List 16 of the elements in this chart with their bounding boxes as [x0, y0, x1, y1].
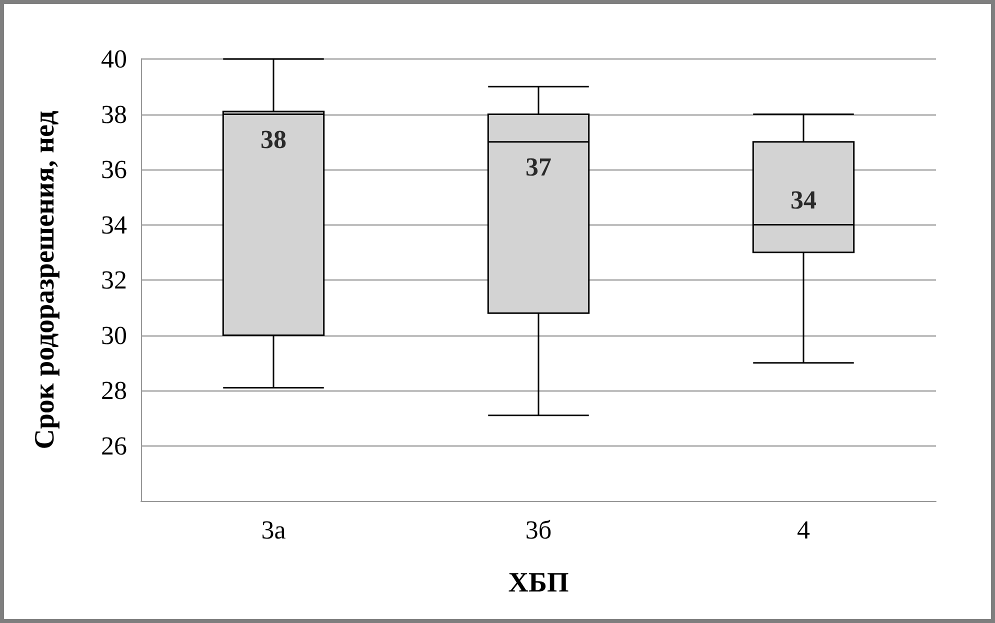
y-tick-label: 40: [101, 44, 127, 74]
y-axis-title: Срок родоразрешения, нед: [30, 110, 60, 450]
x-tick-label: 3а: [261, 516, 286, 544]
y-tick-label: 28: [101, 376, 127, 405]
text: 34: [790, 185, 816, 214]
x-tick-label: 4: [797, 516, 810, 544]
y-tick-label: 30: [101, 320, 127, 350]
y-tick-label: 34: [101, 210, 127, 240]
y-tick-label: 32: [101, 266, 127, 294]
text: 37: [526, 152, 552, 182]
y-tick-label: 36: [101, 155, 127, 184]
x-axis-title: ХБП: [508, 568, 569, 598]
y-tick-label: 38: [101, 100, 127, 129]
y-tick-label: 26: [101, 431, 127, 460]
text: 38: [260, 124, 286, 154]
x-tick-label: 3б: [525, 516, 552, 544]
